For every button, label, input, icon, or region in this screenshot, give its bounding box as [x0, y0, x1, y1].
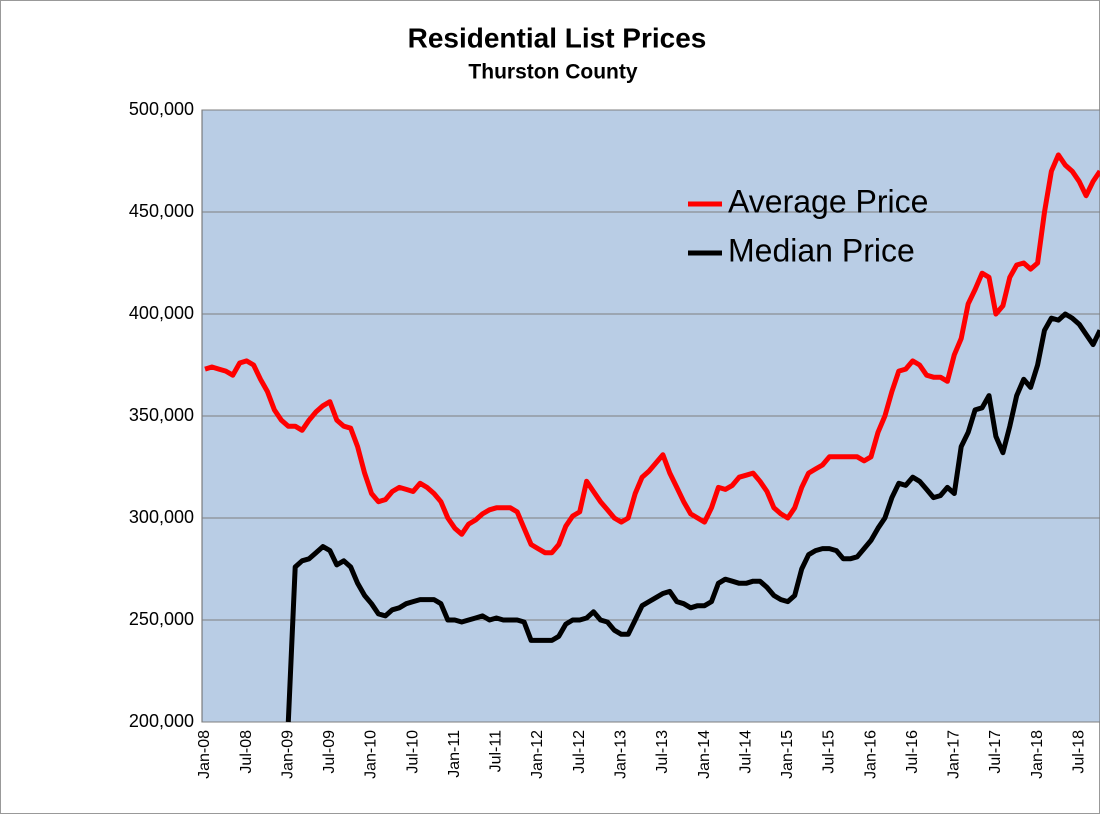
- series-line: [204, 152, 1100, 556]
- x-tick-label: Jul-11: [488, 730, 505, 772]
- x-tick-label: Jan-13: [612, 730, 629, 779]
- x-tick-label: Jan-08: [196, 730, 213, 779]
- x-tick-label: Jan-17: [946, 730, 963, 779]
- y-tick-label: 500,000: [129, 99, 194, 119]
- legend-label: Average Price: [728, 183, 928, 219]
- x-tick-label: Jul-14: [737, 730, 754, 774]
- x-tick-label: Jul-10: [404, 730, 421, 774]
- x-tick-label: Jan-16: [862, 730, 879, 779]
- x-tick-label: Jan-09: [279, 730, 296, 779]
- x-tick-label: Jul-15: [821, 730, 838, 774]
- chart-title: Residential List Prices: [408, 22, 707, 53]
- y-tick-label: 400,000: [129, 303, 194, 323]
- y-tick-label: 250,000: [129, 609, 194, 629]
- x-tick-label: Jan-11: [446, 730, 463, 778]
- x-tick-label: Jul-09: [321, 730, 338, 774]
- y-tick-label: 300,000: [129, 507, 194, 527]
- x-tick-label: Jan-18: [1029, 730, 1046, 779]
- legend-label: Median Price: [728, 232, 915, 268]
- y-tick-label: 350,000: [129, 405, 194, 425]
- x-tick-label: Jan-10: [363, 730, 380, 779]
- chart-subtitle: Thurston County: [468, 61, 637, 84]
- x-tick-label: Jul-08: [238, 730, 255, 774]
- x-tick-label: Jul-12: [571, 730, 588, 774]
- x-tick-label: Jan-14: [696, 730, 713, 779]
- series-line: [285, 311, 1100, 723]
- y-tick-label: 200,000: [129, 711, 194, 731]
- x-tick-label: Jul-18: [1070, 730, 1087, 774]
- x-tick-label: Jul-16: [904, 730, 921, 774]
- x-tick-label: Jul-17: [987, 730, 1004, 774]
- x-tick-label: Jul-13: [654, 730, 671, 774]
- x-tick-label: Jan-15: [779, 730, 796, 779]
- x-tick-label: Jan-12: [529, 730, 546, 779]
- y-tick-label: 450,000: [129, 201, 194, 221]
